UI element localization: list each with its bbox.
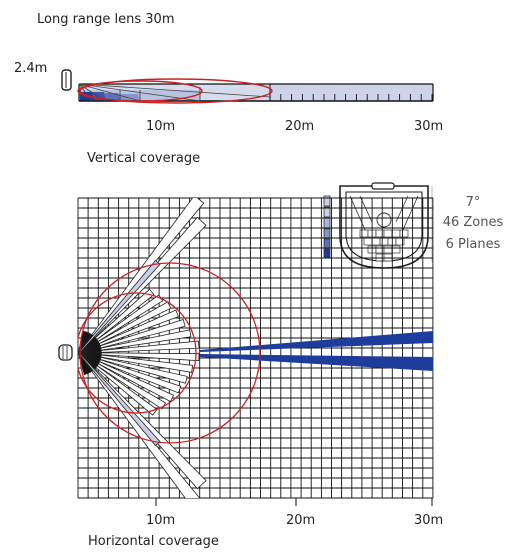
zones-count-label: 46 Zones (442, 215, 504, 230)
motion-sensor-icon (58, 344, 73, 361)
horizontal-distance-label-10m: 10m (146, 513, 176, 528)
vertical-coverage-caption: Vertical coverage (87, 151, 201, 166)
planes-count-label: 6 Planes (445, 237, 501, 252)
horizontal-coverage (58, 197, 434, 506)
detection-fan (78, 198, 207, 498)
vertical-distance-label-10m: 10m (146, 119, 176, 134)
horizontal-distance-label-30m: 30m (414, 513, 444, 528)
vertical-distance-label-30m: 30m (414, 119, 444, 134)
diagram-title: Long range lens 30m (37, 12, 175, 27)
vertical-coverage (61, 69, 434, 104)
mounting-height-label: 2.4m (14, 61, 48, 76)
horizontal-distance-label-20m: 20m (286, 513, 316, 528)
vertical-distance-label-20m: 20m (285, 119, 315, 134)
detection-angle-label: 7° (465, 195, 481, 210)
motion-sensor-icon (61, 69, 72, 91)
horizontal-coverage-caption: Horizontal coverage (88, 534, 219, 549)
